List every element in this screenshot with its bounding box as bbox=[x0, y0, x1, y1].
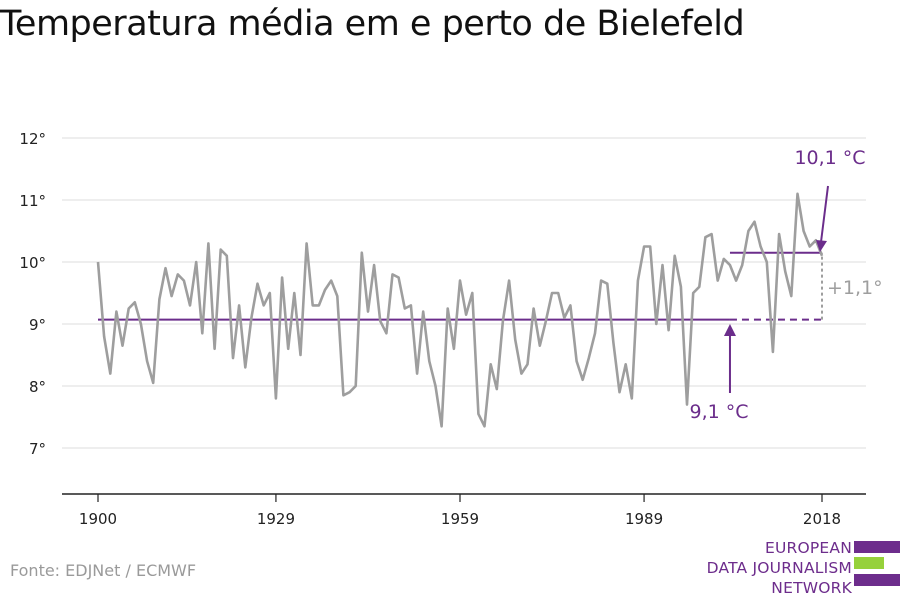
long-term-average-label: 9,1 °C bbox=[689, 401, 748, 423]
y-tick-label: 7° bbox=[29, 440, 46, 458]
x-tick-label: 1989 bbox=[625, 510, 663, 528]
y-tick-label: 8° bbox=[29, 378, 46, 396]
recent-average-arrowhead bbox=[816, 240, 827, 252]
logo-bars-icon bbox=[854, 541, 900, 597]
recent-average-label: 10,1 °C bbox=[794, 147, 865, 169]
x-tick-label: 1900 bbox=[79, 510, 117, 528]
x-tick-label: 1959 bbox=[441, 510, 479, 528]
edjnet-logo: EUROPEAN DATA JOURNALISM NETWORK bbox=[700, 538, 900, 598]
y-tick-label: 10° bbox=[19, 254, 46, 272]
x-tick-label: 1929 bbox=[257, 510, 295, 528]
logo-line-1: EUROPEAN bbox=[764, 539, 852, 557]
logo-line-3: NETWORK bbox=[771, 579, 852, 597]
y-tick-label: 11° bbox=[19, 192, 46, 210]
temperature-series-line bbox=[96, 192, 824, 428]
chart-title: Temperatura média em e perto de Bielefel… bbox=[0, 4, 745, 44]
difference-label: +1,1° bbox=[827, 277, 883, 299]
source-credit: Fonte: EDJNet / ECMWF bbox=[10, 561, 197, 580]
y-tick-label: 12° bbox=[19, 130, 46, 148]
logo-line-2: DATA JOURNALISM bbox=[706, 559, 852, 577]
y-tick-label: 9° bbox=[29, 316, 46, 334]
logo-bar-middle bbox=[854, 557, 884, 569]
logo-text: EUROPEAN DATA JOURNALISM NETWORK bbox=[707, 538, 852, 598]
logo-bar-bottom bbox=[854, 574, 900, 586]
logo-bar-top bbox=[854, 541, 900, 553]
recent-average-arrow bbox=[820, 185, 829, 243]
x-tick-label: 2018 bbox=[803, 510, 841, 528]
long-term-average-arrowhead bbox=[723, 324, 736, 336]
